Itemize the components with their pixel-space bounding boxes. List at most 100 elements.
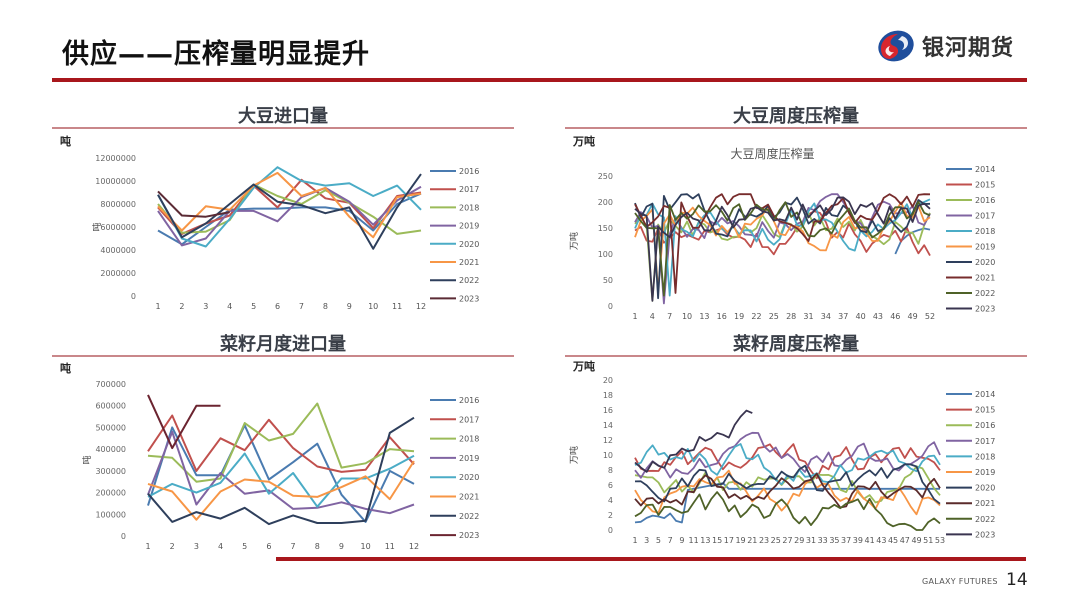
x-tick-label: 10 [368, 302, 378, 311]
x-tick-label: 6 [275, 302, 280, 311]
legend-label: 2019 [459, 222, 479, 231]
series-line-2015 [634, 210, 931, 257]
legend-label: 2019 [975, 468, 995, 477]
y-tick-label: 50 [603, 276, 613, 285]
x-tick-label: 8 [315, 542, 320, 551]
x-tick-label: 2 [170, 542, 175, 551]
y-axis-title: 吨 [91, 222, 103, 231]
x-tick-label: 9 [347, 302, 352, 311]
y-axis-title: 万吨 [568, 446, 580, 464]
x-tick-label: 28 [786, 312, 796, 321]
legend-label: 2021 [459, 493, 479, 502]
x-tick-label: 12 [409, 542, 419, 551]
x-tick-label: 1 [632, 536, 637, 545]
panel-soy-weekly-crush: 大豆周度压榨量 万吨 0 50 100 150 200 250 1 4 7 10 13 16 19 22 2… [565, 102, 1027, 322]
series-line-2018 [634, 198, 931, 297]
series-line-2021 [634, 472, 941, 509]
series-line-2023 [634, 409, 753, 473]
legend-label: 2022 [975, 289, 995, 298]
legend-label: 2021 [975, 499, 995, 508]
series-line-2021 [157, 171, 422, 239]
x-tick-label: 22 [751, 312, 761, 321]
legend-label: 2014 [975, 165, 995, 174]
y-tick-label: 20 [603, 376, 613, 385]
legend-label: 2017 [975, 212, 995, 221]
unit-label: 吨 [60, 135, 71, 148]
panel-divider [565, 127, 1027, 129]
y-tick-label: 400000 [95, 445, 126, 454]
series-line-2022 [634, 491, 941, 531]
x-tick-label: 19 [734, 312, 744, 321]
x-tick-label: 15 [712, 536, 722, 545]
header-divider [52, 78, 1027, 82]
x-tick-label: 4 [650, 312, 655, 321]
x-tick-label: 1 [632, 312, 637, 321]
unit-label: 万吨 [573, 360, 595, 373]
panel-title: 大豆周度压榨量 [733, 106, 859, 127]
x-tick-label: 25 [771, 536, 781, 545]
galaxy-logo-icon [878, 30, 914, 62]
x-tick-label: 23 [759, 536, 769, 545]
series-line-2018 [147, 402, 415, 483]
series-line-2017 [634, 193, 931, 305]
series-line-2021 [147, 460, 415, 521]
page-title: 供应——压榨量明显提升 [62, 39, 370, 70]
series-line-2020 [147, 452, 415, 508]
legend-label: 2018 [459, 203, 479, 212]
legend-label: 2023 [459, 531, 479, 540]
x-tick-label: 12 [416, 302, 426, 311]
y-axis-title: 万吨 [568, 232, 580, 250]
y-tick-label: 4 [608, 496, 613, 505]
y-tick-label: 6 [608, 481, 613, 490]
panel-title: 大豆进口量 [238, 106, 328, 127]
y-tick-label: 2000000 [100, 269, 136, 278]
x-tick-label: 11 [689, 536, 699, 545]
logo-text: 银河期货 [922, 36, 1015, 61]
legend-label: 2020 [975, 258, 995, 267]
legend-label: 2018 [459, 435, 479, 444]
x-tick-label: 21 [747, 536, 757, 545]
chart-inner-title: 大豆周度压榨量 [730, 146, 814, 161]
x-tick-label: 31 [806, 536, 816, 545]
panel-title: 菜籽周度压榨量 [733, 334, 859, 355]
legend-label: 2020 [459, 473, 479, 482]
x-tick-label: 7 [667, 312, 672, 321]
y-tick-label: 14 [603, 421, 613, 430]
legend-label: 2016 [459, 167, 479, 176]
x-tick-label: 47 [900, 536, 910, 545]
page-number: 14 [1006, 570, 1028, 590]
series-line-2020 [634, 463, 941, 505]
series-line-2019 [634, 469, 941, 516]
x-tick-label: 13 [700, 536, 710, 545]
company-logo: 银河期货 [876, 28, 1014, 64]
legend-label: 2023 [975, 530, 995, 539]
legend-label: 2022 [459, 512, 479, 521]
y-tick-label: 200000 [95, 489, 126, 498]
footer-brand: GALAXY FUTURES [922, 577, 998, 586]
series-line-2023 [147, 394, 221, 450]
x-tick-label: 3 [644, 536, 649, 545]
y-tick-label: 0 [121, 532, 126, 541]
panel-divider [52, 355, 514, 357]
y-tick-label: 8000000 [100, 200, 136, 209]
x-tick-label: 35 [829, 536, 839, 545]
x-tick-label: 34 [821, 312, 831, 321]
y-tick-label: 0 [131, 292, 136, 301]
series-line-2014 [634, 482, 940, 524]
x-tick-label: 19 [735, 536, 745, 545]
panel-soy-imports: 大豆进口量 吨 0 2000000 4000000 6000000 8000000 100… [52, 102, 514, 322]
legend-label: 2020 [975, 484, 995, 493]
y-tick-label: 12000000 [95, 154, 136, 163]
legend-label: 2016 [975, 421, 995, 430]
x-tick-label: 17 [724, 536, 734, 545]
x-tick-label: 9 [339, 542, 344, 551]
x-tick-label: 53 [935, 536, 945, 545]
legend-label: 2016 [975, 196, 995, 205]
series-line-2019 [634, 201, 931, 292]
y-tick-label: 200 [598, 198, 613, 207]
series-line-2022 [147, 416, 415, 526]
x-tick-label: 39 [853, 536, 863, 545]
soy-weekly-crush-chart: 0 50 100 150 200 250 1 4 7 10 13 16 19 22 25 28 31 34 37 40… [568, 146, 995, 321]
footer-divider [276, 557, 1026, 561]
y-tick-label: 300000 [95, 467, 126, 476]
